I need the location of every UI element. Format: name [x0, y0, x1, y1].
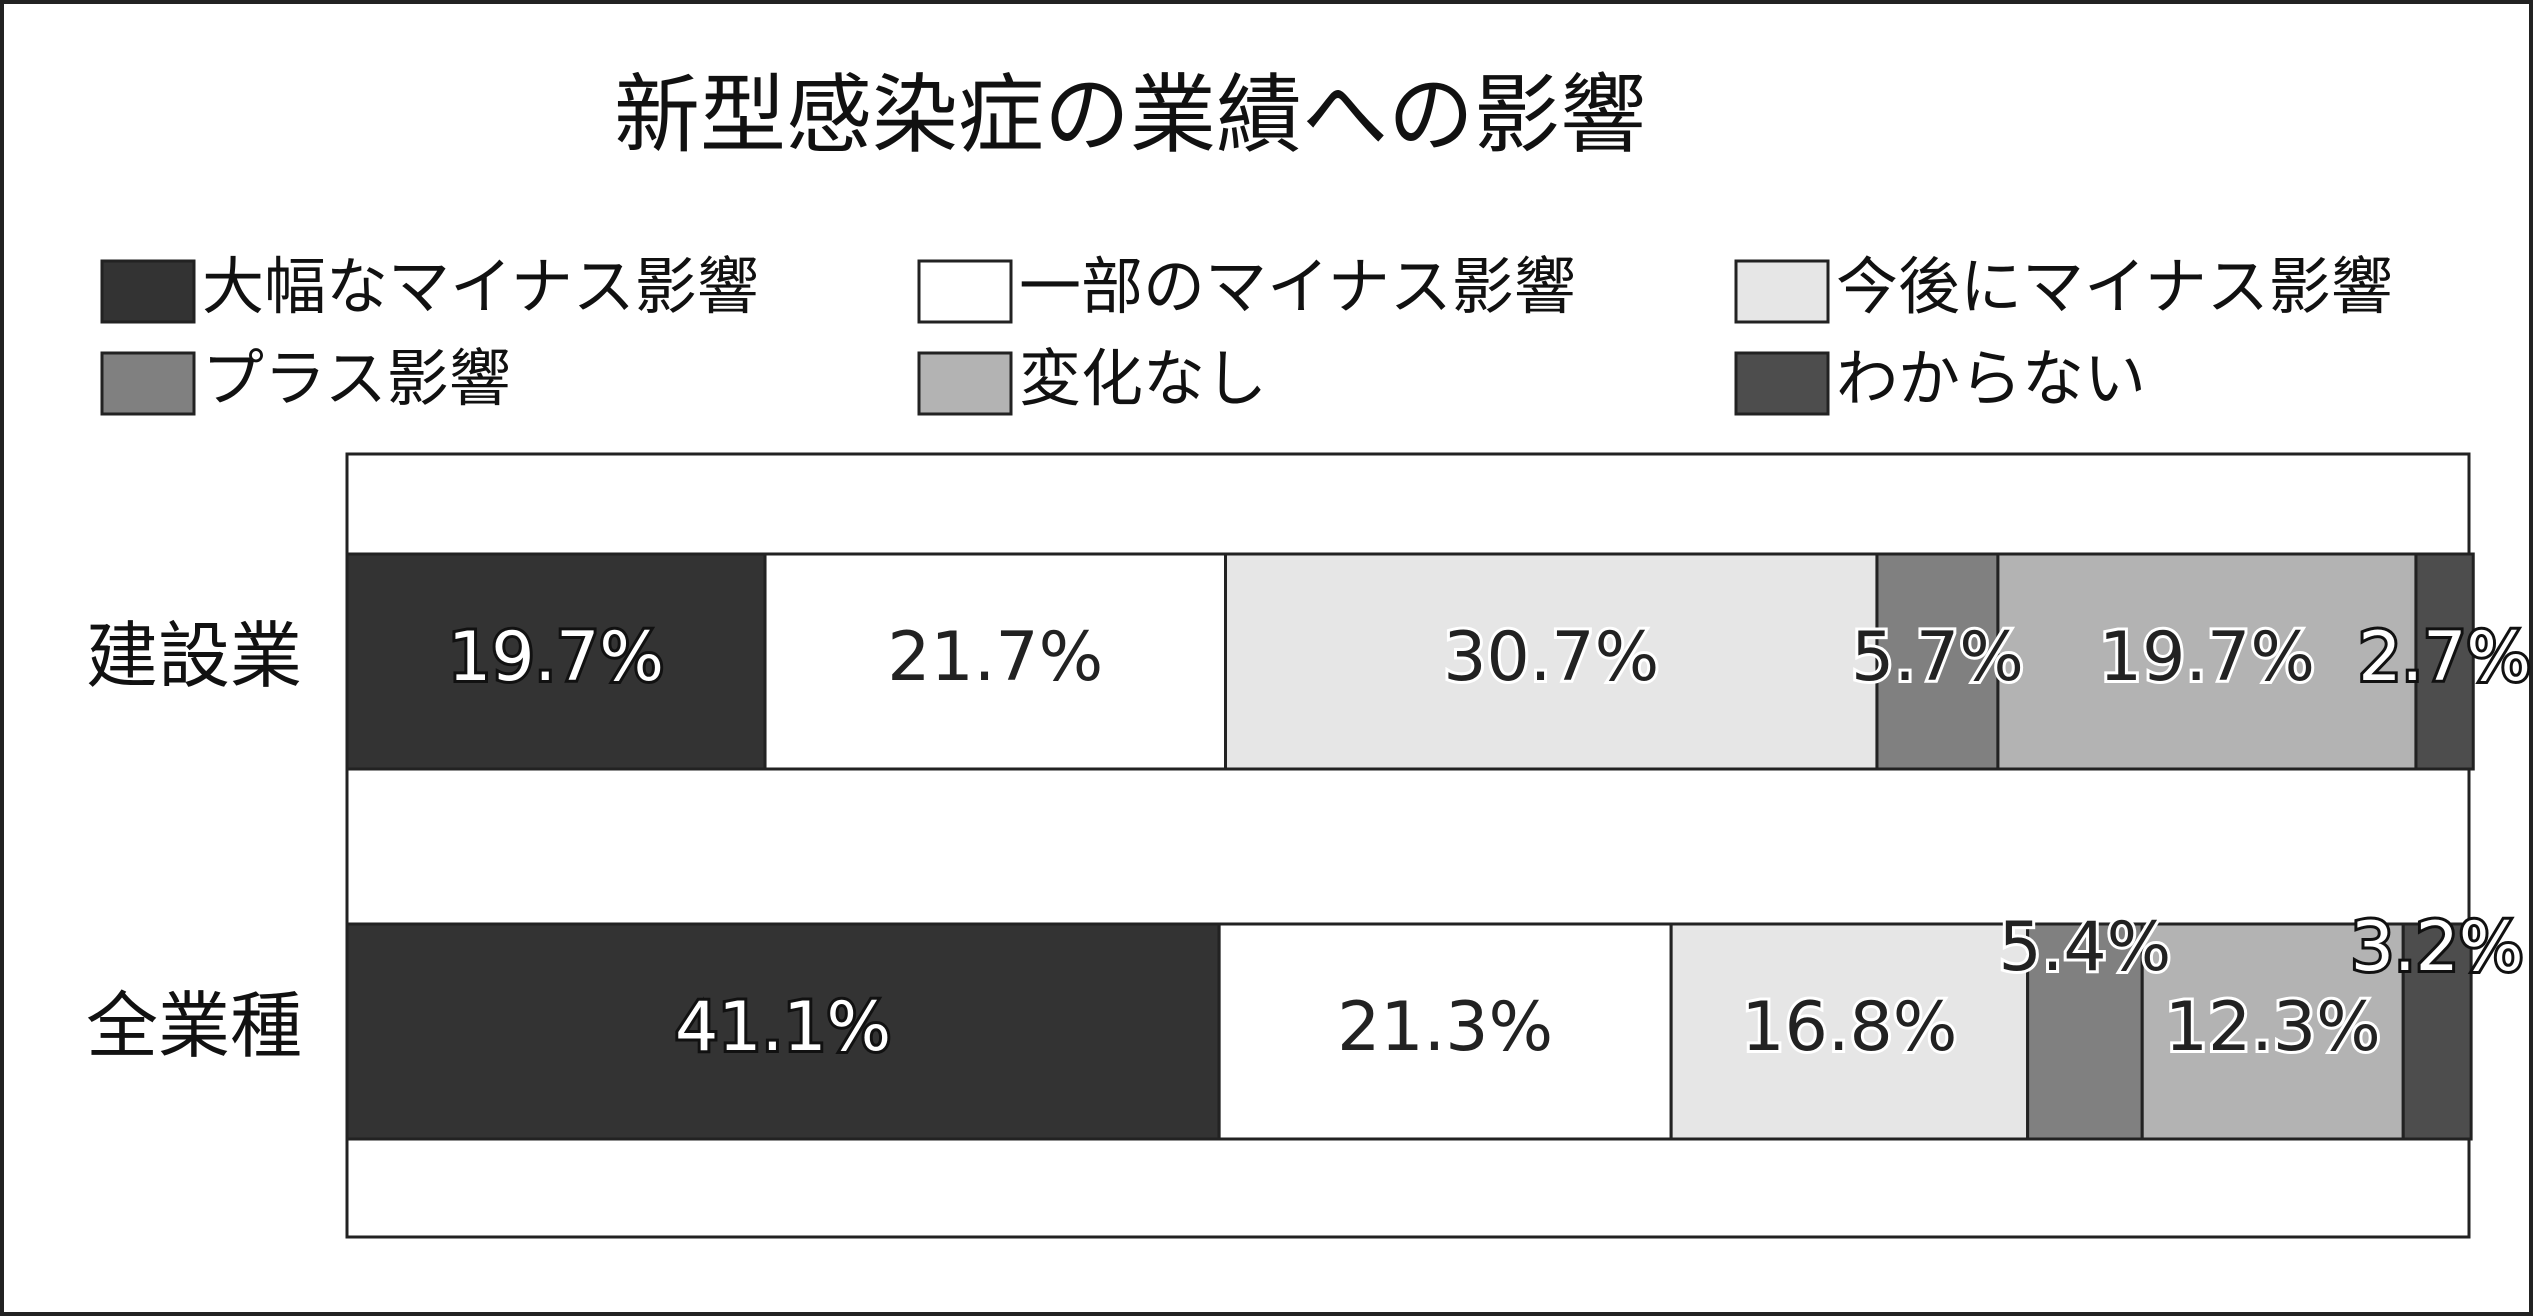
bar-segment — [2401, 922, 2473, 1141]
category-label: 建設業 — [86, 614, 302, 698]
legend-swatch — [100, 351, 196, 416]
value-label: 21.7% — [887, 618, 1103, 697]
bar-segment — [1217, 922, 1673, 1141]
legend-label: 大幅なマイナス影響 — [202, 250, 759, 323]
category-label: 全業種 — [86, 984, 302, 1068]
legend-swatch — [917, 259, 1013, 324]
value-label: 30.7% — [1443, 618, 1659, 697]
value-label: 5.4% — [1999, 908, 2172, 987]
value-label: 19.7% — [2099, 618, 2315, 697]
legend-label: プラス影響 — [202, 342, 511, 415]
bar-segment — [2414, 552, 2475, 771]
legend-label: 変化なし — [1019, 342, 1267, 415]
value-label: 41.1% — [675, 988, 891, 1067]
value-label: 19.7% — [448, 618, 664, 697]
bar-segment — [1875, 552, 2000, 771]
bar-segment — [1224, 552, 1879, 771]
value-label: 3.2% — [2351, 908, 2524, 987]
legend-swatch — [1734, 259, 1830, 324]
value-label: 21.3% — [1337, 988, 1553, 1067]
chart-title: 新型感染症の業績への影響 — [614, 65, 1646, 165]
legend-label: わからない — [1836, 342, 2146, 415]
legend-swatch — [917, 351, 1013, 416]
value-label: 2.7% — [2358, 618, 2531, 697]
legend-label: 今後にマイナス影響 — [1836, 250, 2393, 323]
bar-segment — [1996, 552, 2418, 771]
value-label: 12.3% — [2165, 988, 2381, 1067]
legend-swatch — [100, 259, 196, 324]
bar-segment — [763, 552, 1228, 771]
legend-swatch — [1734, 351, 1830, 416]
bar-segment — [345, 552, 767, 771]
bar-segment — [2026, 922, 2144, 1141]
legend-label: 一部のマイナス影響 — [1019, 250, 1576, 323]
bar-segment — [2140, 922, 2405, 1141]
bar-segment — [345, 922, 1221, 1141]
value-label: 5.7% — [1851, 618, 2024, 697]
value-label: 16.8% — [1741, 988, 1957, 1067]
